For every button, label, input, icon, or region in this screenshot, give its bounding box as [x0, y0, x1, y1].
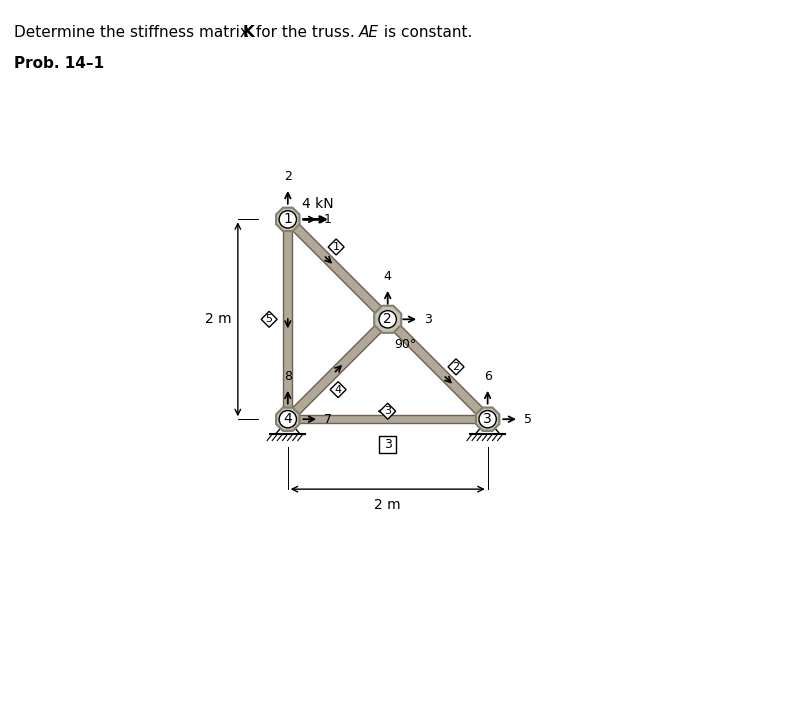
Text: 1: 1 [283, 213, 292, 226]
Text: 4: 4 [334, 385, 342, 395]
Circle shape [380, 323, 384, 327]
Polygon shape [379, 404, 395, 419]
Bar [379, 436, 396, 453]
Polygon shape [276, 419, 300, 434]
Text: 3: 3 [384, 438, 391, 451]
Circle shape [380, 312, 384, 316]
Text: 2: 2 [284, 170, 292, 183]
Circle shape [279, 411, 297, 428]
Circle shape [479, 411, 496, 428]
Text: 2 m: 2 m [375, 498, 401, 512]
Circle shape [282, 413, 285, 416]
Text: 8: 8 [284, 370, 292, 383]
Circle shape [379, 317, 382, 321]
Polygon shape [261, 312, 277, 327]
Text: 2: 2 [383, 312, 392, 326]
Polygon shape [330, 381, 346, 398]
Polygon shape [276, 408, 299, 431]
Text: 3: 3 [423, 313, 431, 326]
Circle shape [480, 417, 483, 421]
Text: AE: AE [359, 25, 379, 39]
Text: 7: 7 [324, 413, 332, 426]
Circle shape [379, 311, 396, 328]
Circle shape [481, 413, 484, 416]
Polygon shape [283, 220, 293, 419]
Circle shape [279, 218, 283, 221]
Text: Determine the stiffness matrix: Determine the stiffness matrix [14, 25, 254, 39]
Polygon shape [285, 216, 391, 322]
Polygon shape [384, 316, 491, 422]
Text: is constant.: is constant. [379, 25, 472, 39]
Text: 1: 1 [333, 242, 339, 252]
Text: 5: 5 [265, 314, 273, 325]
Text: 3: 3 [384, 406, 391, 416]
Text: 1: 1 [324, 213, 332, 226]
Text: K: K [243, 25, 255, 39]
Text: 3: 3 [484, 412, 492, 426]
Text: 4: 4 [384, 270, 391, 284]
Circle shape [282, 223, 285, 225]
Polygon shape [476, 419, 500, 434]
Text: 6: 6 [484, 370, 492, 383]
Text: 5: 5 [524, 413, 532, 426]
Text: 4: 4 [283, 412, 292, 426]
Text: for the truss.: for the truss. [251, 25, 359, 39]
Polygon shape [448, 359, 464, 375]
Text: 4 kN: 4 kN [302, 197, 334, 211]
Circle shape [481, 422, 484, 426]
Circle shape [279, 210, 297, 228]
Polygon shape [375, 306, 401, 333]
Text: Prob. 14–1: Prob. 14–1 [14, 56, 104, 70]
Polygon shape [328, 239, 344, 255]
Text: 2: 2 [452, 362, 460, 372]
Text: 90°: 90° [395, 338, 416, 351]
Circle shape [282, 422, 285, 426]
Text: 2 m: 2 m [205, 312, 231, 326]
Polygon shape [285, 316, 391, 422]
Circle shape [279, 417, 283, 421]
Polygon shape [288, 416, 488, 423]
Polygon shape [476, 408, 500, 431]
Circle shape [282, 213, 285, 217]
Polygon shape [276, 208, 299, 231]
